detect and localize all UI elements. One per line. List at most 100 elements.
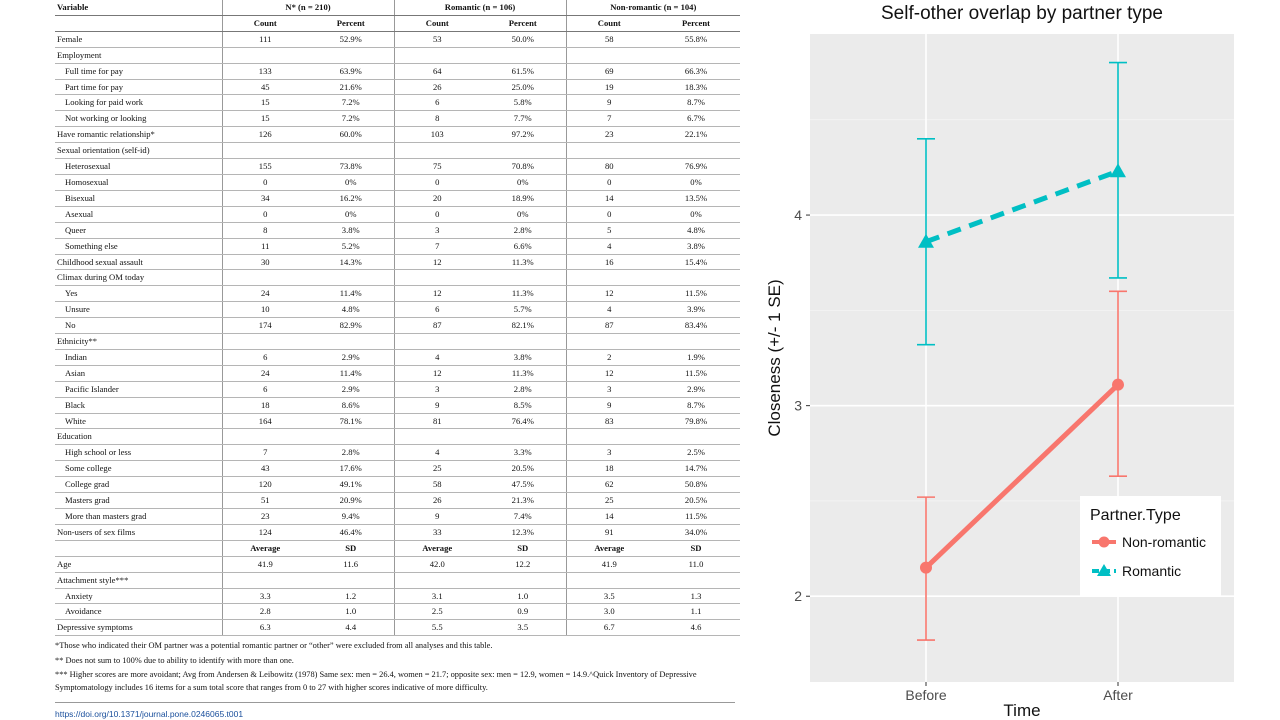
table-row: Some college 43 17.6% 25 20.5% 18 14.7%	[55, 460, 741, 478]
table-cell: 15	[222, 110, 308, 128]
series-non-romantic	[917, 290, 1127, 641]
row-label: Non-users of sex films	[55, 524, 223, 541]
table-cell: 3.5	[566, 588, 653, 605]
row-label: Female	[55, 31, 223, 48]
table-row: Queer 8 3.8% 3 2.8% 5 4.8%	[55, 222, 741, 239]
table-cell: 0%	[480, 206, 567, 223]
legend-item: Romantic	[1092, 563, 1181, 579]
demographics-table: Variable N* (n = 210) Romantic (n = 106)…	[55, 0, 741, 637]
subheader-cell: Average	[394, 540, 480, 557]
x-axis-label: Time	[1003, 701, 1040, 720]
table-cell: 11.3%	[480, 254, 567, 271]
table-cell: 1.3	[652, 588, 741, 605]
table-cell: 12	[394, 365, 480, 382]
table-cell: 164	[222, 413, 308, 430]
row-label: Bisexual	[55, 190, 223, 207]
table-row: Anxiety 3.3 1.2 3.1 1.0 3.5 1.3	[55, 588, 741, 605]
header-romantic-group: Romantic (n = 106)	[394, 0, 567, 16]
table-cell: 4.8%	[652, 222, 741, 239]
table-row: Pacific Islander 6 2.9% 3 2.8% 3 2.9%	[55, 381, 741, 398]
row-label: Ethnicity**	[55, 333, 223, 350]
table-cell	[222, 428, 308, 446]
data-point	[1110, 163, 1126, 178]
table-cell: 46.4%	[308, 524, 395, 541]
table-cell: 0	[566, 206, 653, 223]
table-cell	[222, 269, 308, 287]
table-cell: 66.3%	[652, 63, 741, 80]
row-label: Heterosexual	[55, 158, 223, 175]
table-cell	[394, 333, 480, 350]
table-row: Climax during OM today	[55, 269, 741, 287]
legend-label: Romantic	[1122, 563, 1181, 579]
table-cell: 9	[566, 94, 653, 112]
row-label: Education	[55, 428, 223, 446]
table-cell: 30	[222, 254, 308, 271]
table-cell: 11	[222, 238, 308, 255]
table-cell: 41.9	[566, 556, 653, 573]
row-label: Queer	[55, 222, 223, 239]
table-footnotes: *Those who indicated their OM partner wa…	[55, 640, 745, 696]
table-cell: 0	[394, 206, 480, 223]
table-cell: 43	[222, 460, 308, 478]
table-cell: 14.7%	[652, 460, 741, 478]
table-cell: 3	[566, 381, 653, 398]
table-cell: 26	[394, 79, 480, 96]
table-row: High school or less 7 2.8% 4 3.3% 3 2.5%	[55, 444, 741, 462]
table-row: Homosexual 0 0% 0 0% 0 0%	[55, 174, 741, 191]
table-cell: 4	[394, 444, 480, 462]
table-cell: 2.5%	[652, 444, 741, 462]
table-cell: 11.3%	[480, 365, 567, 382]
table-cell: 41.9	[222, 556, 308, 573]
row-label: Depressive symptoms	[55, 619, 223, 637]
table-cell: 11.4%	[308, 285, 395, 303]
row-label: Looking for paid work	[55, 94, 223, 112]
footnote: *** Higher scores are more avoidant; Avg…	[55, 670, 697, 692]
header-variable: Variable	[55, 0, 223, 16]
table-cell: 34.0%	[652, 524, 741, 541]
subheader-cell: Count	[394, 15, 480, 32]
table-row: Ethnicity**	[55, 333, 741, 350]
table-row: Female 111 52.9% 53 50.0% 58 55.8%	[55, 31, 741, 48]
table-cell: 76.9%	[652, 158, 741, 175]
subheader-cell	[55, 15, 223, 32]
table-cell: 9.4%	[308, 508, 395, 525]
table-cell: 4	[566, 301, 653, 319]
table-row: Bisexual 34 16.2% 20 18.9% 14 13.5%	[55, 190, 741, 207]
table-cell	[308, 269, 395, 287]
table-cell: 8.5%	[480, 397, 567, 414]
table-cell: 0	[566, 174, 653, 191]
table-cell: 91	[566, 524, 653, 541]
subheader-cell: Percent	[308, 15, 395, 32]
table-cell: 78.1%	[308, 413, 395, 430]
doi-link[interactable]: https://doi.org/10.1371/journal.pone.024…	[55, 709, 244, 719]
table-cell: 97.2%	[480, 126, 567, 144]
table-cell: 0	[222, 174, 308, 191]
table-cell: 50.8%	[652, 476, 741, 494]
table-cell: 12	[566, 365, 653, 382]
table-cell: 81	[394, 413, 480, 430]
table-cell: 7.7%	[480, 110, 567, 128]
row-label: Indian	[55, 349, 223, 366]
subheader-cell: Average	[222, 540, 308, 557]
table-cell: 3	[394, 381, 480, 398]
table-row: Depressive symptoms 6.3 4.4 5.5 3.5 6.7 4.6	[55, 619, 741, 637]
table-cell: 2.8%	[308, 444, 395, 462]
table-cell: 0%	[308, 206, 395, 223]
table-cell: 7.4%	[480, 508, 567, 525]
table-row: Heterosexual 155 73.8% 75 70.8% 80 76.9%	[55, 158, 741, 175]
table-cell: 2.9%	[652, 381, 741, 398]
table-cell: 19	[566, 79, 653, 96]
subheader-cell: Percent	[652, 15, 741, 32]
table-cell: 7	[566, 110, 653, 128]
table-cell: 20	[394, 190, 480, 207]
row-label: Childhood sexual assault	[55, 254, 223, 271]
row-label: Something else	[55, 238, 223, 255]
table-cell	[566, 428, 653, 446]
row-label: No	[55, 317, 223, 335]
table-cell	[566, 572, 653, 589]
table-cell: 5.8%	[480, 94, 567, 112]
table-cell: 20.9%	[308, 492, 395, 509]
table-cell: 3.9%	[652, 301, 741, 319]
table-cell: 20.5%	[480, 460, 567, 478]
closeness-line-chart: Self-other overlap by partner type 2 3 4 Be…	[765, 3, 1234, 720]
